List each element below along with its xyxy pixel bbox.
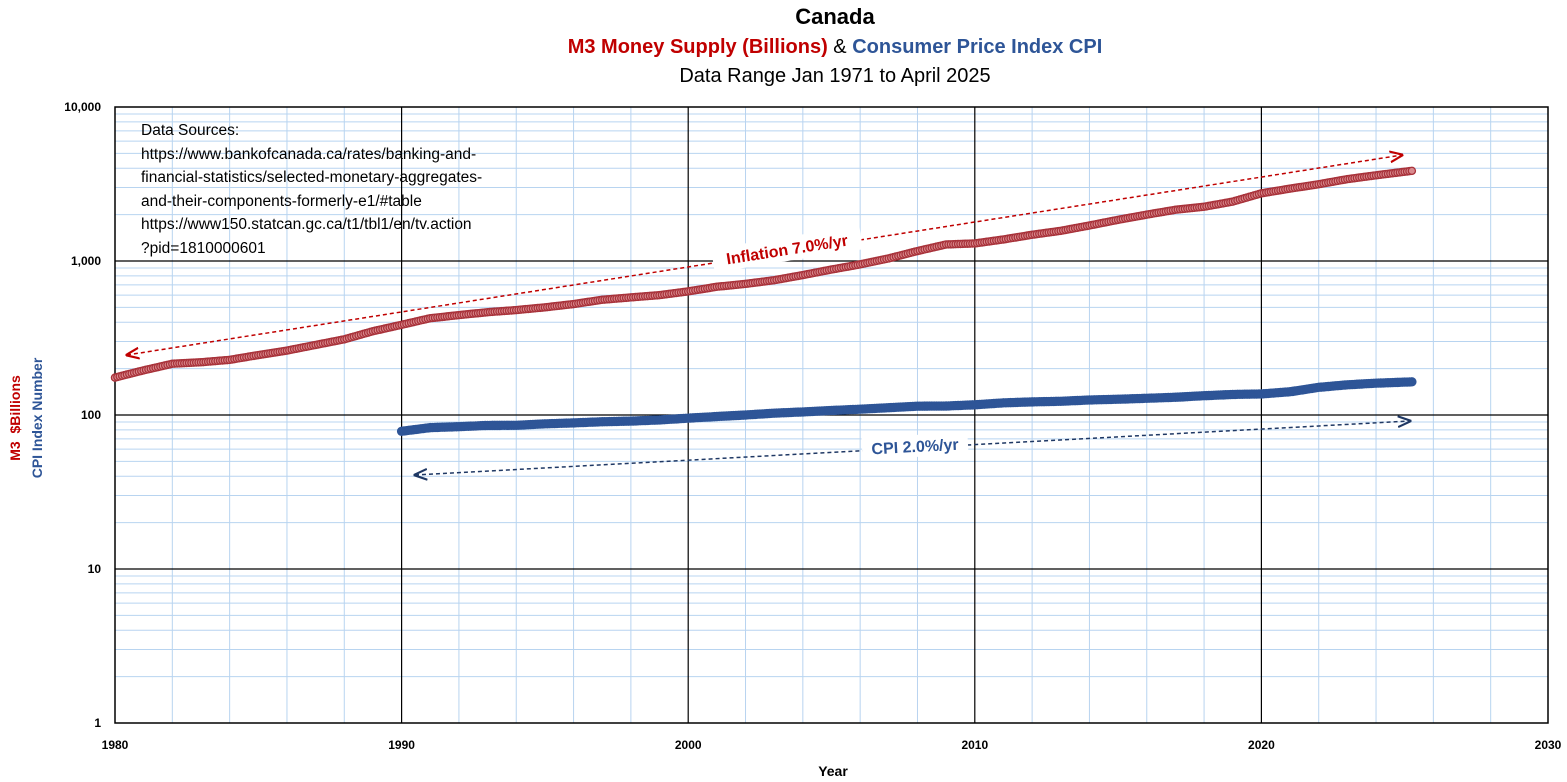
source-line: and-their-components-formerly-e1/#table <box>141 193 422 210</box>
x-tick-label: 1990 <box>388 738 415 752</box>
data-range-label: Data Range Jan 1971 to April 2025 <box>679 65 990 87</box>
subtitle-cpi: Consumer Price Index CPI <box>852 36 1102 58</box>
x-tick-label: 2000 <box>675 738 702 752</box>
x-tick-label: 2020 <box>1248 738 1275 752</box>
y-axis-title-cpi: CPI Index Number <box>29 357 45 478</box>
subtitle-m3: M3 Money Supply (Billions) <box>568 36 828 58</box>
plot-frame <box>114 106 1549 724</box>
source-line: https://www.bankofcanada.ca/rates/bankin… <box>141 146 476 163</box>
source-line: https://www150.statcan.gc.ca/t1/tbl1/en/… <box>141 216 472 233</box>
cpi-data-point <box>1407 377 1417 387</box>
m3-data-point <box>1407 166 1417 176</box>
y-tick-label: 1 <box>94 716 101 730</box>
x-tick-label: 1980 <box>102 738 129 752</box>
x-tick-label: 2030 <box>1535 738 1562 752</box>
y-tick-labels: 1 10 100 1,000 10,000 <box>64 100 101 730</box>
x-axis-title: Year <box>818 763 848 779</box>
y-tick-label: 10,000 <box>64 100 101 114</box>
y-axis-title-m3: M3 $Billions <box>7 375 23 461</box>
x-tick-label: 2010 <box>961 738 988 752</box>
chart-title: Canada <box>795 4 875 29</box>
subtitle-amp: & <box>828 36 852 58</box>
series-cpi <box>396 377 1417 436</box>
data-sources-box: Data Sources: https://www.bankofcanada.c… <box>141 122 482 257</box>
y-tick-label: 1,000 <box>71 254 101 268</box>
y-tick-label: 10 <box>88 562 102 576</box>
cpi-trend-label: CPI 2.0%/yr <box>871 437 959 459</box>
m3-trend-label-bg <box>711 225 863 273</box>
source-line: ?pid=1810000601 <box>141 240 266 257</box>
chart-subtitle: M3 Money Supply (Billions) & Consumer Pr… <box>568 36 1103 58</box>
sources-heading: Data Sources: <box>141 122 239 139</box>
y-tick-label: 100 <box>81 408 101 422</box>
x-tick-labels: 1980 1990 2000 2010 2020 2030 <box>102 738 1562 752</box>
cpi-trend-label-bg <box>861 432 969 460</box>
source-line: financial-statistics/selected-monetary-a… <box>141 169 482 186</box>
